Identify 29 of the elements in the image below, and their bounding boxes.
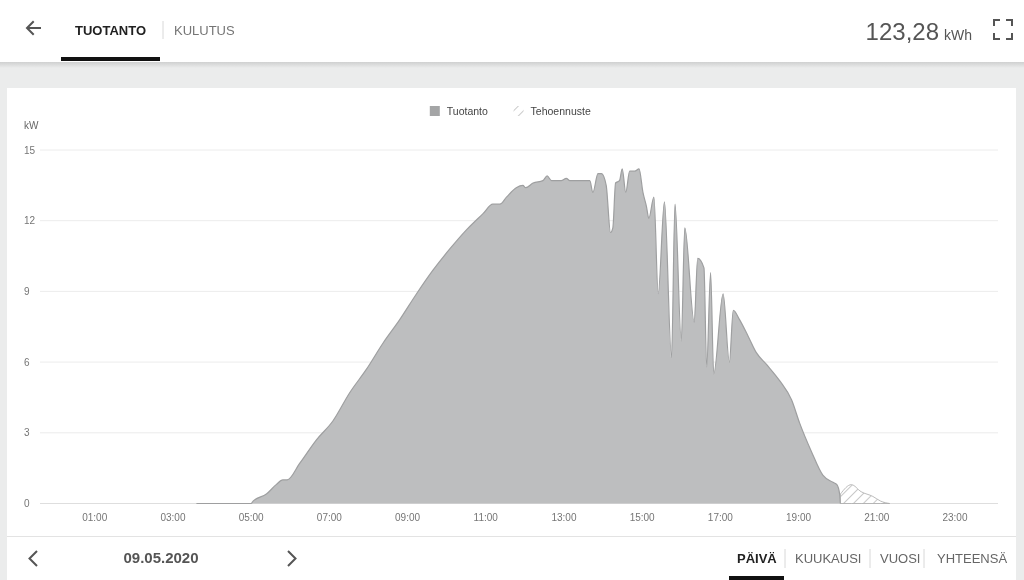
text: 09.05.2020 bbox=[123, 549, 199, 566]
text: YHTEENSÄ bbox=[937, 551, 1008, 566]
y-tick-label: 6 bbox=[24, 356, 30, 368]
y-tick-label: 3 bbox=[24, 427, 30, 439]
y-axis-title: kW bbox=[24, 120, 39, 131]
x-tick-label: 15:00 bbox=[629, 512, 656, 523]
x-tick-label: 05:00 bbox=[238, 512, 265, 523]
x-tick-label: 07:00 bbox=[316, 512, 343, 523]
legend-label: Tehoennuste bbox=[530, 105, 591, 117]
x-tick-label: 13:00 bbox=[551, 512, 577, 523]
text: 123,28 kWh bbox=[865, 18, 972, 45]
y-tick-label: 15 bbox=[24, 144, 36, 156]
x-tick-label: 09:00 bbox=[395, 512, 421, 523]
y-tick-label: 9 bbox=[24, 285, 30, 297]
x-tick-label: 21:00 bbox=[864, 512, 890, 523]
x-tick-label: 23:00 bbox=[942, 512, 968, 523]
x-tick-label: 01:00 bbox=[82, 512, 108, 523]
text: KULUTUS bbox=[174, 23, 236, 38]
text: VUOSI bbox=[880, 551, 921, 566]
x-tick-label: 19:00 bbox=[786, 512, 812, 523]
legend-label: Tuotanto bbox=[446, 105, 489, 117]
x-tick-label: 11:00 bbox=[473, 512, 499, 523]
y-tick-label: 0 bbox=[24, 498, 30, 509]
x-tick-label: 03:00 bbox=[160, 512, 186, 523]
x-tick-label: 17:00 bbox=[707, 512, 734, 523]
text: KUUKAUSI bbox=[795, 551, 862, 566]
text: PÄIVÄ bbox=[737, 551, 778, 566]
text: TUOTANTO bbox=[75, 23, 147, 38]
y-tick-label: 12 bbox=[24, 215, 36, 227]
